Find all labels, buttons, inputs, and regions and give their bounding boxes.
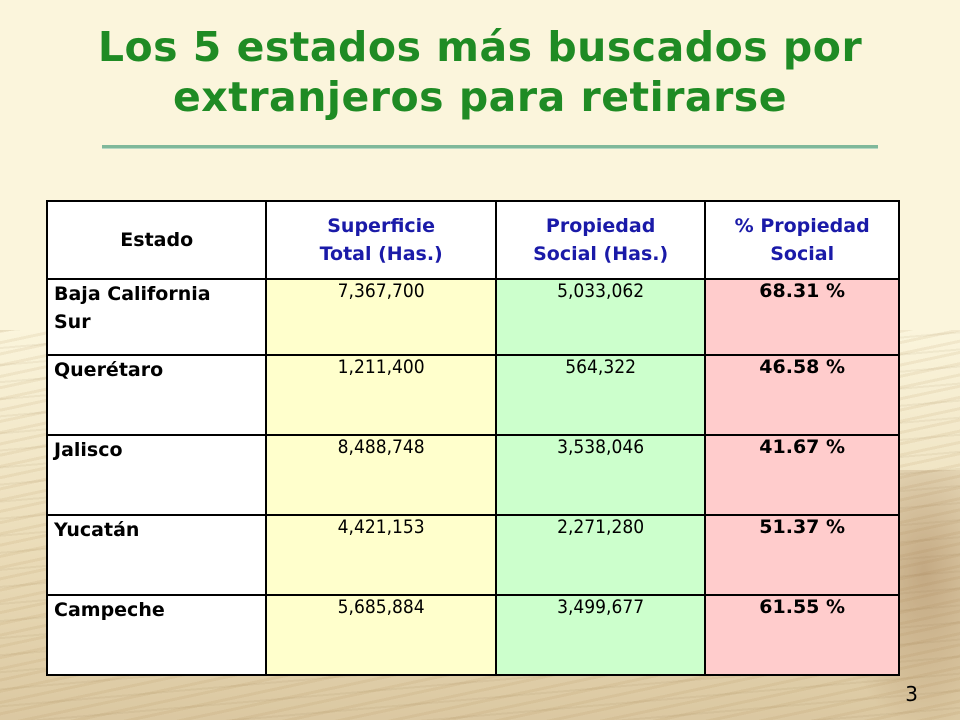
cell-superficie: 4,421,153 <box>265 514 497 596</box>
cell-estado: Campeche <box>45 594 268 676</box>
slide-title-line1: Los 5 estados más buscados por <box>97 23 863 71</box>
estado-line1: Querétaro <box>54 359 164 381</box>
slide-title-line2: extranjeros para retirarse <box>172 73 788 121</box>
cell-superficie: 1,211,400 <box>265 354 497 436</box>
cell-estado: Querétaro <box>45 354 268 436</box>
header-estado-label: Estado <box>120 229 194 251</box>
cell-porcentaje: 41.67 % <box>704 434 900 516</box>
header-porcentaje-line2: Social <box>770 243 835 265</box>
cell-superficie: 8,488,748 <box>265 434 497 516</box>
header-propiedad-line2: Social (Has.) <box>533 243 669 265</box>
cell-estado: Yucatán <box>45 514 268 596</box>
cell-porcentaje: 51.37 % <box>704 514 900 596</box>
header-superficie-line2: Total (Has.) <box>319 243 443 265</box>
table-row: Querétaro 1,211,400 564,322 46.58 % <box>45 354 900 436</box>
cell-propiedad: 564,322 <box>494 354 707 436</box>
table-row: Baja California Sur 7,367,700 5,033,062 … <box>45 278 900 356</box>
estado-line1: Jalisco <box>54 439 123 461</box>
estado-line1: Campeche <box>54 599 165 621</box>
header-propiedad: Propiedad Social (Has.) <box>494 200 707 280</box>
header-porcentaje: % Propiedad Social <box>704 200 900 280</box>
estado-line2: Sur <box>54 311 91 333</box>
header-estado: Estado <box>45 200 268 280</box>
cell-estado: Jalisco <box>45 434 268 516</box>
cell-porcentaje: 61.55 % <box>704 594 900 676</box>
header-superficie: Superficie Total (Has.) <box>265 200 497 280</box>
cell-propiedad: 3,538,046 <box>494 434 707 516</box>
cell-superficie: 7,367,700 <box>265 278 497 356</box>
cell-propiedad: 2,271,280 <box>494 514 707 596</box>
cell-propiedad: 3,499,677 <box>494 594 707 676</box>
estado-line1: Yucatán <box>54 519 140 541</box>
states-table: Estado Superficie Total (Has.) Propiedad… <box>45 200 900 676</box>
header-porcentaje-line1: % Propiedad <box>734 215 870 237</box>
table-header-row: Estado Superficie Total (Has.) Propiedad… <box>45 200 900 280</box>
header-propiedad-line1: Propiedad <box>545 215 656 237</box>
table-row: Jalisco 8,488,748 3,538,046 41.67 % <box>45 434 900 516</box>
table-row: Campeche 5,685,884 3,499,677 61.55 % <box>45 594 900 676</box>
cell-propiedad: 5,033,062 <box>494 278 707 356</box>
cell-superficie: 5,685,884 <box>265 594 497 676</box>
header-superficie-line1: Superficie <box>327 215 436 237</box>
title-divider <box>102 145 878 149</box>
cell-porcentaje: 68.31 % <box>704 278 900 356</box>
table-row: Yucatán 4,421,153 2,271,280 51.37 % <box>45 514 900 596</box>
cell-porcentaje: 46.58 % <box>704 354 900 436</box>
estado-line1: Baja California <box>54 283 211 305</box>
cell-estado: Baja California Sur <box>45 278 268 356</box>
page-number: 3 <box>905 682 918 706</box>
slide-title: Los 5 estados más buscados por extranjer… <box>0 22 960 122</box>
